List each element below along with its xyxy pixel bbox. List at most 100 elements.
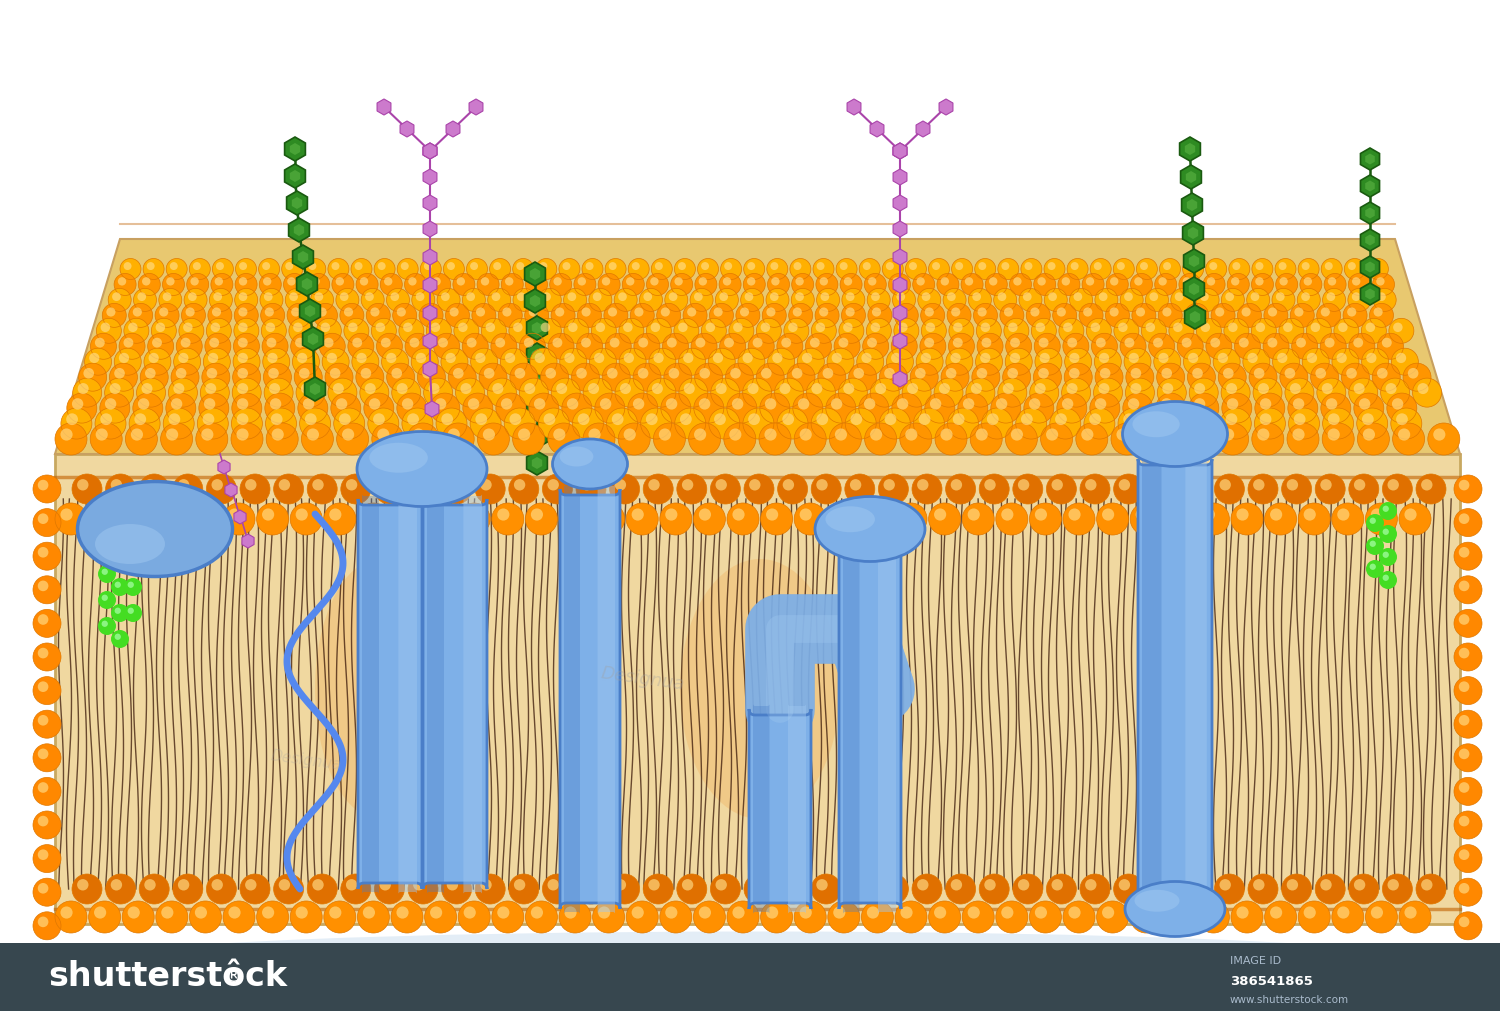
Circle shape [928,901,960,933]
Circle shape [38,547,48,558]
Circle shape [147,334,174,360]
Circle shape [1128,398,1140,410]
Circle shape [84,369,94,379]
Circle shape [525,901,558,933]
Circle shape [430,324,439,333]
Circle shape [810,339,820,348]
Circle shape [363,907,375,919]
Circle shape [1035,384,1046,394]
Circle shape [1402,364,1431,392]
Circle shape [710,304,734,328]
Circle shape [429,384,439,394]
Circle shape [1156,393,1186,424]
Circle shape [1186,479,1197,491]
Circle shape [862,263,870,271]
Circle shape [742,379,771,407]
Circle shape [1178,334,1203,360]
Circle shape [1323,289,1346,312]
Circle shape [476,413,488,426]
Circle shape [1264,503,1296,536]
Ellipse shape [369,443,428,473]
Circle shape [297,354,307,364]
Circle shape [660,503,692,536]
Circle shape [1317,304,1341,328]
Circle shape [970,384,982,394]
Circle shape [333,384,344,394]
Circle shape [794,503,826,536]
Circle shape [584,379,612,407]
Circle shape [1182,259,1203,280]
Circle shape [1281,474,1311,504]
Circle shape [1320,880,1332,891]
Circle shape [476,875,506,904]
Circle shape [1074,293,1082,301]
Circle shape [198,408,228,440]
Circle shape [884,369,896,379]
Circle shape [321,324,330,333]
Circle shape [446,354,456,364]
Circle shape [564,907,576,919]
Circle shape [33,711,62,738]
Circle shape [830,424,861,456]
Circle shape [1454,744,1482,772]
Circle shape [1215,308,1224,317]
Circle shape [442,424,474,456]
Circle shape [892,393,922,424]
Circle shape [1378,571,1396,589]
Circle shape [1371,509,1383,521]
Circle shape [1220,880,1232,891]
Circle shape [128,608,134,615]
Circle shape [509,319,534,344]
Circle shape [1005,349,1032,376]
Circle shape [33,643,62,671]
Circle shape [1136,509,1148,521]
Circle shape [816,274,839,296]
Circle shape [684,384,694,394]
Circle shape [555,308,564,317]
Circle shape [615,880,626,891]
Circle shape [972,293,981,301]
Circle shape [974,304,998,328]
Circle shape [114,369,125,379]
Circle shape [712,354,723,364]
Circle shape [867,289,889,312]
Circle shape [78,384,88,394]
Circle shape [1041,424,1072,456]
Circle shape [38,514,48,525]
FancyBboxPatch shape [564,484,580,914]
Circle shape [1342,304,1366,328]
Circle shape [105,474,135,504]
Circle shape [1035,324,1046,333]
Text: ®: ® [224,967,243,985]
Circle shape [1256,393,1286,424]
Circle shape [424,503,456,536]
Circle shape [392,901,423,933]
Polygon shape [892,305,908,321]
Circle shape [1194,384,1204,394]
Polygon shape [892,250,908,266]
Circle shape [498,304,522,328]
Circle shape [988,278,998,286]
Circle shape [986,274,1008,296]
Polygon shape [423,144,436,160]
Circle shape [1370,564,1376,570]
Circle shape [816,413,828,426]
Circle shape [714,413,726,426]
Circle shape [771,278,780,286]
Circle shape [354,263,363,271]
Circle shape [602,364,630,392]
Circle shape [720,293,728,301]
Polygon shape [423,196,436,211]
Circle shape [821,293,830,301]
Circle shape [178,880,189,891]
Circle shape [189,259,210,280]
Circle shape [534,354,544,364]
Circle shape [392,369,402,379]
Circle shape [998,293,1006,301]
Circle shape [1280,278,1288,286]
Circle shape [438,339,448,348]
Circle shape [756,319,782,344]
Circle shape [543,413,555,426]
Circle shape [1334,319,1359,344]
Circle shape [1221,379,1250,407]
